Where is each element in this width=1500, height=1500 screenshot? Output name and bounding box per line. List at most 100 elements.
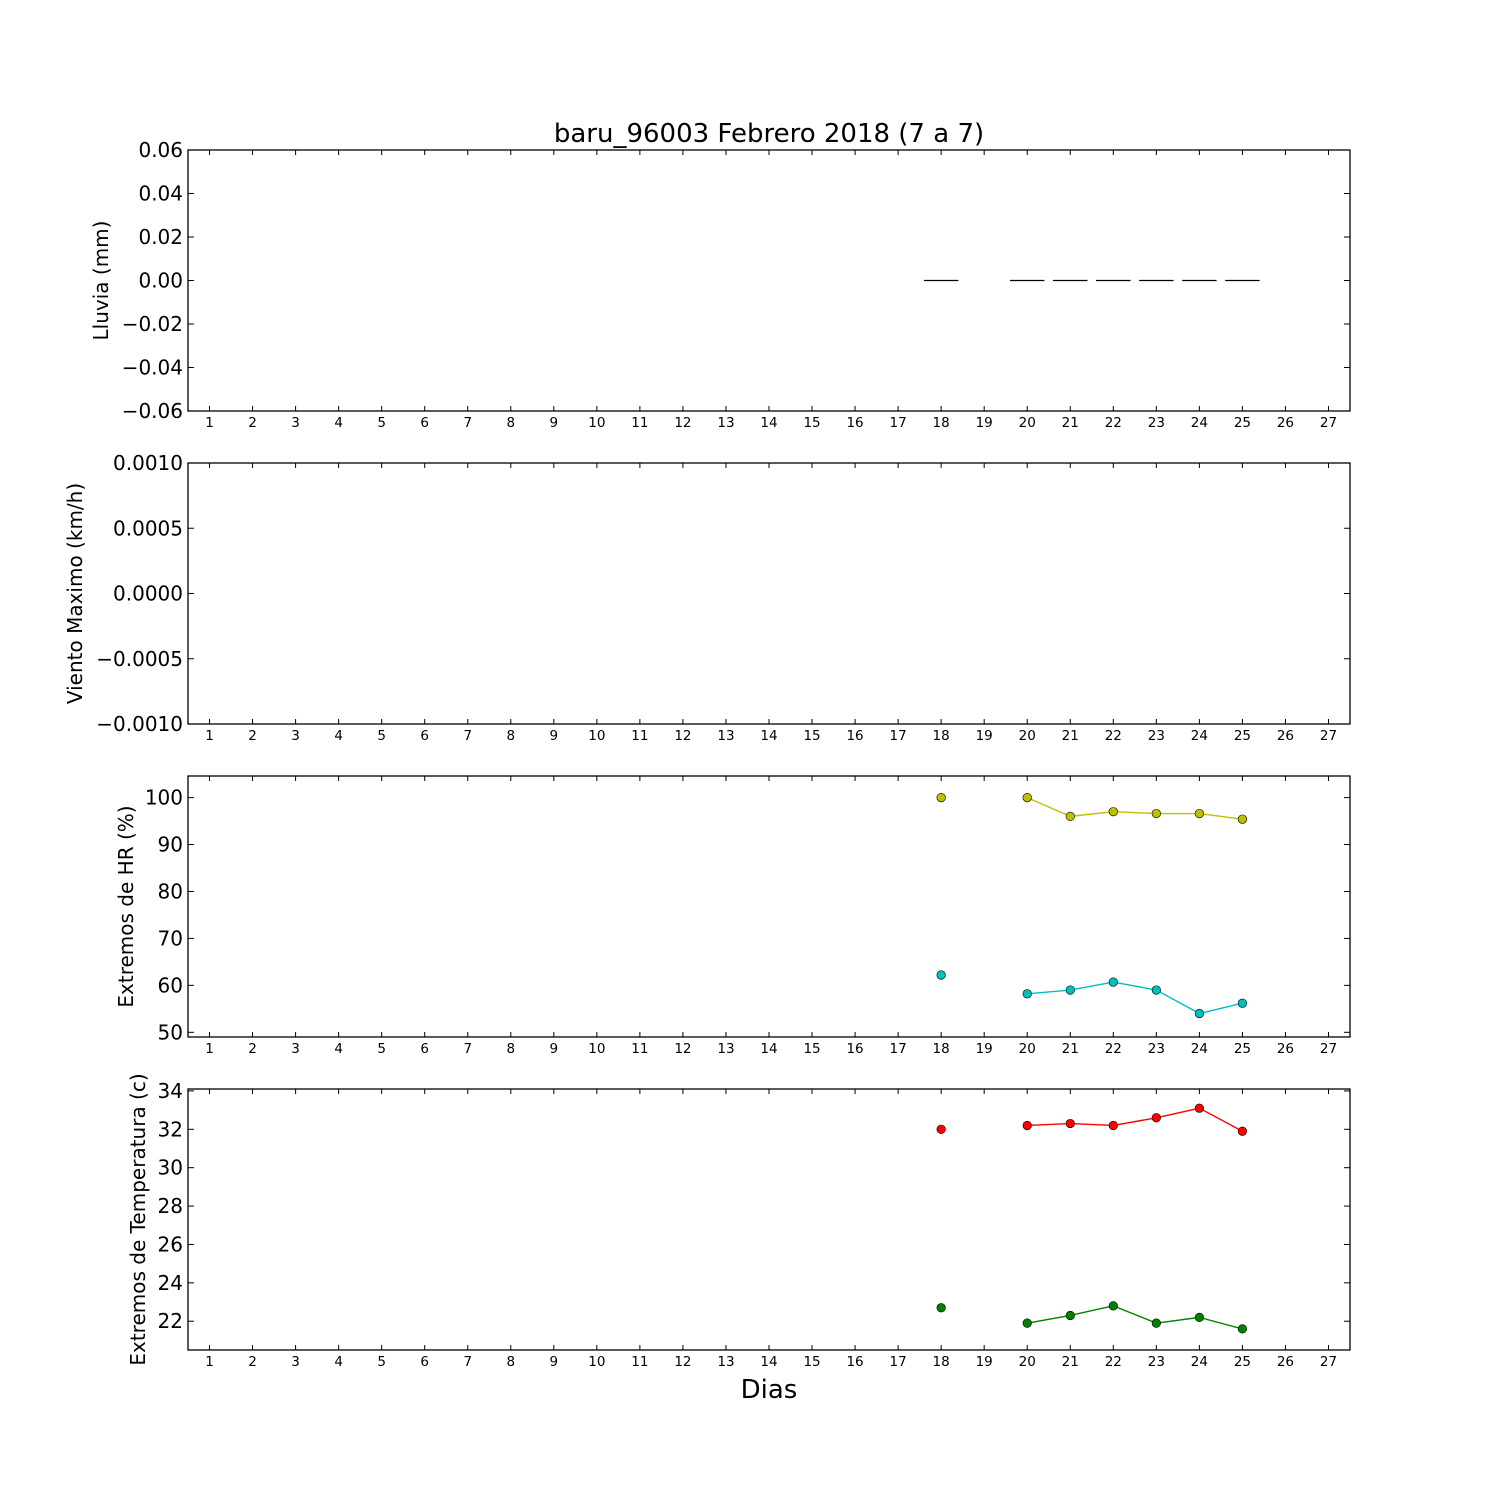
x-tick-label-viento: 3 xyxy=(291,728,300,744)
point-hr-1-day-20 xyxy=(1022,989,1032,999)
y-tick-label-lluvia: 0.00 xyxy=(138,269,183,293)
y-tick-label-temp: 22 xyxy=(158,1309,183,1333)
x-axis-label: Dias xyxy=(741,1375,798,1405)
series-temp-1-segment xyxy=(1113,1305,1157,1324)
x-tick-label-viento: 16 xyxy=(846,728,863,744)
x-tick-label-viento: 21 xyxy=(1062,728,1079,744)
x-tick-label-viento: 25 xyxy=(1234,728,1251,744)
series-temp-0-segment xyxy=(1070,1122,1114,1127)
x-tick-label-temp: 12 xyxy=(674,1354,691,1370)
series-temp-1-segment xyxy=(1199,1316,1243,1330)
x-tick-label-temp: 20 xyxy=(1019,1354,1036,1370)
x-tick-label-viento: 7 xyxy=(463,728,472,744)
x-tick-label-lluvia: 11 xyxy=(631,415,648,431)
series-hr-1-segment xyxy=(1155,989,1200,1015)
x-tick-label-viento: 5 xyxy=(377,728,386,744)
x-tick-label-lluvia: 8 xyxy=(506,415,515,431)
point-hr-0-day-23 xyxy=(1151,808,1161,819)
series-temp-0-segment xyxy=(1113,1117,1157,1127)
x-tick-label-hr: 22 xyxy=(1105,1041,1122,1057)
point-temp-0-day-20 xyxy=(1022,1120,1032,1131)
point-hr-1-day-25 xyxy=(1237,998,1248,1008)
y-tick-label-hr: 100 xyxy=(145,786,183,810)
x-tick-label-lluvia: 1 xyxy=(205,415,214,431)
y-axis-label-lluvia: Lluvia (mm) xyxy=(89,221,113,341)
x-tick-label-viento: 9 xyxy=(550,728,559,744)
x-tick-label-hr: 21 xyxy=(1062,1041,1079,1057)
panels: 0.060.040.020.00−0.02−0.04−0.06 1 2 3 4 5 6 7 8 9… xyxy=(63,138,1351,1370)
x-tick-label-lluvia: 14 xyxy=(760,415,777,431)
x-tick-label-hr: 12 xyxy=(674,1041,691,1057)
point-hr-1-day-21 xyxy=(1065,985,1075,995)
x-tick-label-lluvia: 23 xyxy=(1148,415,1165,431)
x-tick-label-hr: 10 xyxy=(588,1041,605,1057)
x-tick-label-hr: 9 xyxy=(550,1041,559,1057)
x-tick-label-temp: 11 xyxy=(631,1354,648,1370)
x-tick-label-hr: 13 xyxy=(717,1041,734,1057)
x-tick-label-temp: 2 xyxy=(248,1354,257,1370)
point-temp-1-day-20 xyxy=(1022,1318,1032,1328)
x-tick-label-temp: 10 xyxy=(588,1354,605,1370)
x-tick-label-temp: 4 xyxy=(334,1354,343,1370)
y-tick-label-viento: 0.0000 xyxy=(113,582,183,606)
series-hr-0-segment xyxy=(1113,810,1157,815)
y-tick-label-temp: 34 xyxy=(158,1079,183,1103)
x-tick-label-temp: 24 xyxy=(1191,1354,1208,1370)
x-tick-label-lluvia: 2 xyxy=(248,415,257,431)
x-tick-label-lluvia: 22 xyxy=(1105,415,1122,431)
x-tick-label-hr: 24 xyxy=(1191,1041,1208,1057)
x-tick-label-hr: 2 xyxy=(248,1041,257,1057)
series-hr-0-segment xyxy=(1199,812,1243,820)
x-tick-label-temp: 13 xyxy=(717,1354,734,1370)
y-tick-label-viento: −0.0005 xyxy=(96,647,183,671)
series-temp-1-segment xyxy=(1027,1314,1071,1324)
chart-title: baru_96003 Febrero 2018 (7 a 7) xyxy=(554,119,984,149)
x-tick-label-viento: 1 xyxy=(205,728,214,744)
point-hr-1-day-24 xyxy=(1194,1008,1204,1019)
y-tick-label-hr: 50 xyxy=(158,1020,183,1044)
point-hr-1-day-18 xyxy=(936,970,946,980)
point-hr-0-day-21 xyxy=(1065,811,1075,821)
x-tick-label-hr: 25 xyxy=(1234,1041,1251,1057)
x-tick-label-lluvia: 4 xyxy=(334,415,343,431)
point-temp-1-day-24 xyxy=(1194,1312,1204,1322)
x-tick-label-lluvia: 9 xyxy=(550,415,559,431)
x-tick-label-lluvia: 17 xyxy=(890,415,907,431)
x-tick-label-lluvia: 25 xyxy=(1234,415,1251,431)
x-tick-label-lluvia: 19 xyxy=(976,415,993,431)
point-hr-0-day-24 xyxy=(1194,808,1204,819)
x-tick-label-lluvia: 21 xyxy=(1062,415,1079,431)
x-tick-label-hr: 26 xyxy=(1277,1041,1294,1057)
x-tick-label-viento: 22 xyxy=(1105,728,1122,744)
x-tick-label-temp: 23 xyxy=(1148,1354,1165,1370)
x-tick-label-temp: 3 xyxy=(291,1354,300,1370)
x-tick-label-viento: 24 xyxy=(1191,728,1208,744)
x-tick-label-viento: 19 xyxy=(976,728,993,744)
x-tick-label-hr: 20 xyxy=(1019,1041,1036,1057)
y-tick-label-viento: −0.0010 xyxy=(96,712,183,736)
series-temp-0-segment xyxy=(1156,1107,1200,1119)
x-tick-label-hr: 6 xyxy=(420,1041,429,1057)
y-tick-label-hr: 80 xyxy=(158,879,183,903)
y-tick-label-lluvia: 0.04 xyxy=(138,182,183,206)
x-tick-label-temp: 22 xyxy=(1105,1354,1122,1370)
point-temp-1-day-22 xyxy=(1108,1301,1118,1311)
y-axis-label-temp: Extremos de Temperatura (c) xyxy=(126,1073,150,1365)
x-tick-label-viento: 10 xyxy=(588,728,605,744)
y-tick-label-temp: 24 xyxy=(158,1271,183,1295)
y-tick-label-lluvia: −0.06 xyxy=(122,399,183,423)
x-tick-label-hr: 1 xyxy=(205,1041,214,1057)
x-tick-label-temp: 26 xyxy=(1277,1354,1294,1370)
point-hr-0-day-25 xyxy=(1237,814,1248,824)
x-tick-label-hr: 15 xyxy=(803,1041,820,1057)
point-hr-1-day-23 xyxy=(1151,985,1161,995)
x-tick-label-viento: 15 xyxy=(803,728,820,744)
series-hr-1-segment xyxy=(1113,981,1157,991)
x-tick-label-temp: 5 xyxy=(377,1354,386,1370)
point-temp-0-day-21 xyxy=(1065,1118,1075,1129)
point-hr-0-day-18 xyxy=(936,792,946,803)
x-tick-label-hr: 17 xyxy=(890,1041,907,1057)
y-tick-label-temp: 28 xyxy=(158,1194,183,1218)
